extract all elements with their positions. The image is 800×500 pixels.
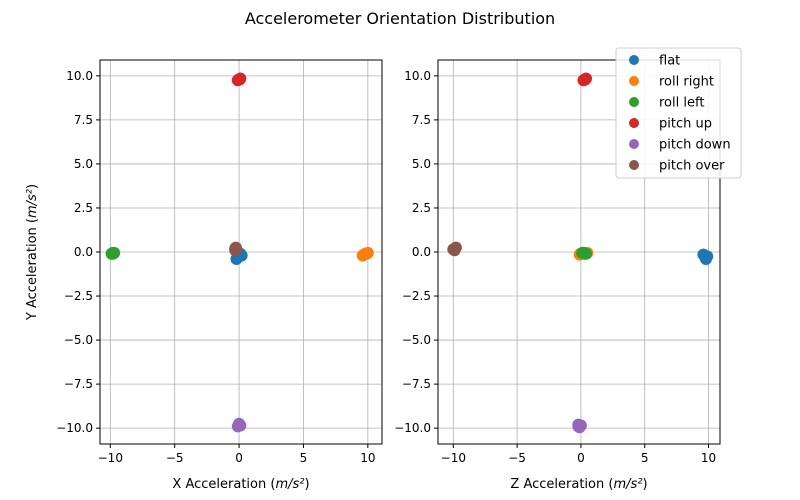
legend-item: pitch down [629,138,731,153]
x-tick-label: −10 [98,451,123,465]
y-tick-label: −7.5 [402,377,431,391]
x-tick-label: 0 [577,451,585,465]
legend-marker [629,118,639,128]
y-tick-label: 0.0 [412,245,431,259]
legend-marker [629,160,639,170]
data-point [360,247,373,260]
legend-box [615,47,742,179]
y-tick-label: −5.0 [402,333,431,347]
y-axis-unit-close: ) [25,184,40,189]
legend-marker [629,139,639,149]
x-axis-unit: m/s² [613,477,642,492]
y-tick-label: −10.0 [56,421,93,435]
y-axis-label-left: Y Acceleration (m/s²) [25,184,40,321]
tick-labels-left: −10 −5 0 5 10 10.0 7.5 5.0 2.5 0.0 −2.5 −5.0 −7.5 −10… [56,69,375,465]
y-tick-label: 10.0 [404,69,431,83]
x-tick-label: 0 [235,451,243,465]
legend-marker [629,55,639,65]
x-tick-label: 5 [300,451,308,465]
figure-title: Accelerometer Orientation Distribution [245,9,555,28]
y-tick-label: 5.0 [74,157,93,171]
legend-item: roll right [629,75,714,90]
legend-marker [629,76,639,86]
y-tick-label: −5.0 [64,333,93,347]
x-axis-unit-close: ) [642,477,647,492]
x-tick-label: −5 [166,451,184,465]
series-pitch-down [572,418,587,434]
data-point [448,244,461,257]
x-axis-unit-open: ( [270,477,275,492]
series-roll-left [576,246,593,260]
series-pitch-up [577,72,593,87]
data-point [229,244,242,257]
legend-label: flat [659,54,680,69]
data-point [579,73,592,86]
legend-item: pitch over [629,159,725,174]
x-axis-label-right: Z Acceleration (m/s²) [510,477,647,492]
y-tick-label: −10.0 [394,421,431,435]
legend: flat roll right roll left pitch up pitch dow… [615,47,742,179]
scatter-points-right [447,72,714,434]
y-axis-label-text: Y Acceleration [25,223,40,321]
x-tick-label: −10 [441,451,466,465]
series-pitch-over [447,241,462,257]
legend-label: pitch up [659,117,712,132]
x-axis-label-left: X Acceleration (m/s²) [172,477,309,492]
x-axis-unit: m/s² [275,477,304,492]
chart-panel-right: −10 −5 0 5 10 10.0 7.5 5.0 2.5 0.0 −2.5 −5.0 −7.5 −10… [394,59,721,492]
data-point [580,247,593,260]
data-point [233,73,246,86]
legend-label: roll left [659,96,704,111]
x-axis-unit-close: ) [304,477,309,492]
chart-panel-left: −10 −5 0 5 10 10.0 7.5 5.0 2.5 0.0 −2.5 −5.0 −7.5 −10… [25,59,383,492]
y-tick-label: 2.5 [412,201,431,215]
series-flat [697,248,714,266]
series-pitch-over [229,241,243,257]
x-tick-label: 5 [641,451,649,465]
y-tick-label: 7.5 [412,113,431,127]
legend-marker [629,97,639,107]
x-tick-label: 10 [701,451,716,465]
y-tick-label: 7.5 [74,113,93,127]
y-tick-label: 0.0 [74,245,93,259]
y-tick-label: −2.5 [64,289,93,303]
data-point [233,417,246,430]
x-axis-label-text: Z Acceleration [510,477,608,492]
y-tick-label: 2.5 [74,201,93,215]
y-axis-unit-open: ( [25,218,40,223]
y-tick-label: −2.5 [402,289,431,303]
x-tick-label: −5 [508,451,526,465]
x-axis-label-text: X Acceleration [172,477,270,492]
tick-labels-right: −10 −5 0 5 10 10.0 7.5 5.0 2.5 0.0 −2.5 −5.0 −7.5 −10… [394,69,716,465]
y-tick-label: 5.0 [412,157,431,171]
data-point [572,420,585,433]
y-tick-label: −7.5 [64,377,93,391]
series-roll-right [356,246,374,262]
scatter-points-left [105,72,374,433]
y-tick-label: 10.0 [66,69,93,83]
data-point [699,251,712,264]
legend-item: pitch up [629,117,712,132]
series-pitch-down [231,417,247,433]
legend-item: flat [629,54,680,69]
legend-label: pitch down [659,138,731,153]
data-point [106,247,119,260]
legend-label: pitch over [659,159,725,174]
series-pitch-up [231,72,247,87]
y-axis-unit: m/s² [25,189,40,218]
legend-item: roll left [629,96,704,111]
x-tick-label: 10 [360,451,375,465]
series-roll-left [105,246,121,260]
legend-label: roll right [659,75,714,90]
x-axis-unit-open: ( [608,477,613,492]
